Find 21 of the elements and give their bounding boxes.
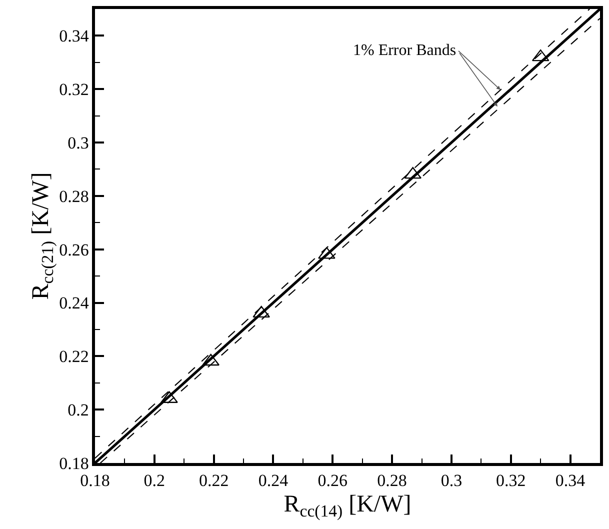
point bbox=[160, 391, 178, 404]
x-tick-label: 0.18 bbox=[80, 471, 110, 490]
x-tick-label: 0.28 bbox=[377, 471, 407, 490]
y-tick-label: 0.28 bbox=[59, 186, 89, 206]
x-tick-label: 0.26 bbox=[318, 471, 348, 490]
x-tick-label: 0.24 bbox=[258, 471, 289, 490]
y-tick-label: 0.34 bbox=[59, 26, 90, 46]
x-tick-label: 0.2 bbox=[144, 471, 166, 490]
x-axis-title: R$_{cc(14)}$ [K/W] bbox=[284, 491, 412, 520]
y-tick-label: 0.32 bbox=[59, 80, 89, 100]
x-tick-label: 0.32 bbox=[496, 471, 526, 490]
y-tick-label: 0.18 bbox=[59, 454, 89, 473]
y-tick-label: 0.24 bbox=[59, 294, 90, 313]
y-tick-label: 0.3 bbox=[68, 133, 89, 152]
annotation: 1% Error Bands bbox=[353, 42, 456, 59]
y-tick-label: 0.26 bbox=[59, 240, 89, 260]
x-tick-label: 0.34 bbox=[555, 471, 586, 490]
x-tick-label: 0.22 bbox=[198, 471, 229, 490]
y-tick-label: 0.2 bbox=[68, 400, 89, 420]
x-tick-label: 0.3 bbox=[440, 471, 462, 490]
y-tick-label: 0.22 bbox=[59, 347, 89, 366]
